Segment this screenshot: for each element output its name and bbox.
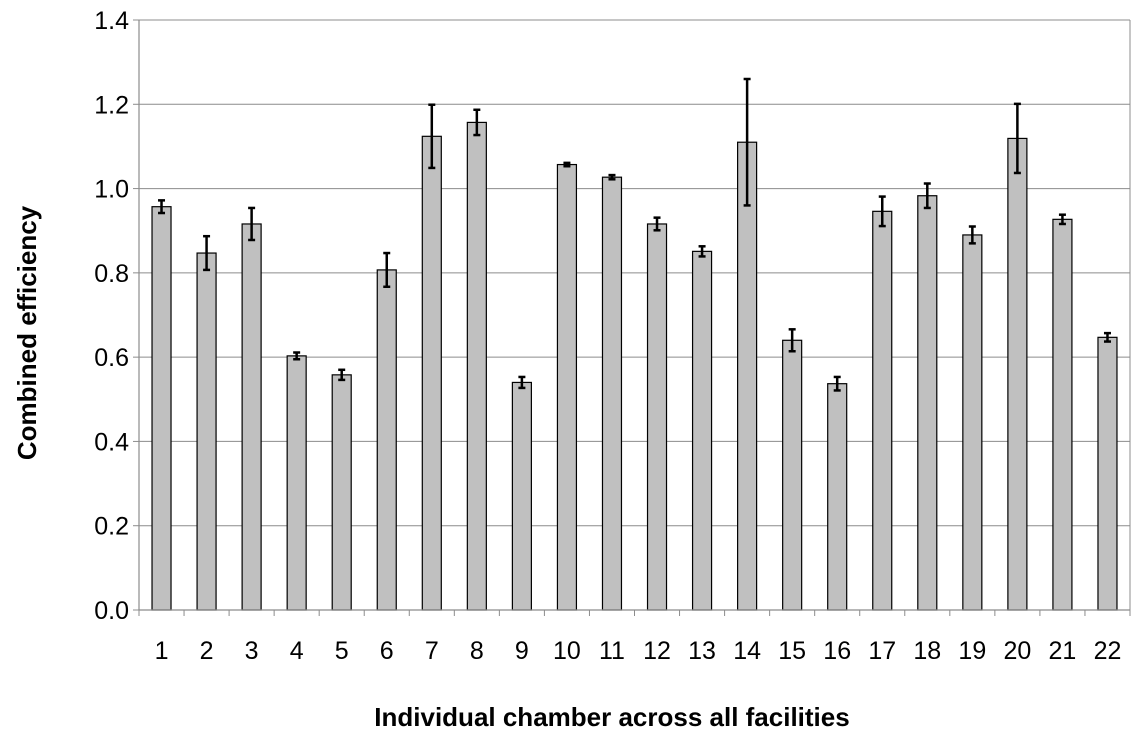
y-tick-label: 0.2 (94, 513, 129, 541)
bar (1097, 336, 1118, 611)
bar (556, 163, 578, 611)
x-tick-label: 15 (778, 637, 806, 665)
error-bar (608, 173, 616, 181)
error-bar (338, 368, 346, 382)
x-tick-label: 5 (335, 637, 349, 665)
x-tick-label: 21 (1049, 637, 1077, 665)
bar (827, 383, 848, 611)
x-tick-label: 11 (599, 637, 625, 665)
error-bar (743, 77, 751, 207)
bar (241, 223, 262, 611)
bar (962, 234, 983, 611)
y-axis-title: Combined efficiency (12, 205, 42, 460)
axes (133, 19, 1131, 616)
bar (737, 141, 758, 611)
error-bar (518, 375, 526, 390)
bar (286, 355, 307, 611)
error-bar (923, 182, 931, 210)
x-tick-label: 18 (913, 637, 941, 665)
bar (691, 250, 713, 611)
tick-labels: 0.00.20.40.60.81.01.21.41 2 3 4 5 6 7 8 9 10 11 12 1… (94, 7, 1121, 665)
x-tick-label: 3 (245, 637, 259, 665)
y-tick-label: 0.6 (94, 344, 129, 372)
error-bar (473, 108, 481, 137)
bar (511, 381, 532, 611)
x-tick-label: 1 (155, 637, 169, 665)
x-tick-label: 16 (823, 637, 851, 665)
x-tick-label: 8 (470, 637, 484, 665)
error-bar (428, 103, 436, 170)
x-tick-label: 13 (688, 637, 716, 665)
bar (646, 223, 668, 611)
bar (917, 195, 938, 611)
x-tick-label: 17 (868, 637, 896, 665)
error-bar (1103, 331, 1111, 343)
x-tick-label: 2 (200, 637, 214, 665)
error-bars (158, 77, 1111, 392)
error-bar (1013, 102, 1021, 175)
bar (466, 121, 487, 611)
error-bar (1058, 213, 1066, 226)
x-tick-label: 20 (1003, 637, 1031, 665)
y-tick-label: 0.4 (94, 428, 129, 456)
bar (1007, 137, 1028, 611)
x-tick-label: 22 (1094, 637, 1122, 665)
x-tick-label: 10 (553, 637, 581, 665)
bar (782, 339, 803, 611)
error-bar (878, 195, 886, 228)
bar (872, 210, 893, 611)
error-bar (203, 234, 211, 272)
bar (421, 135, 442, 611)
y-tick-label: 0.8 (94, 260, 129, 288)
y-tick-label: 1.0 (94, 176, 129, 204)
x-axis-title: Individual chamber across all facilities (374, 702, 849, 732)
error-bar (248, 206, 256, 242)
bar (196, 252, 217, 611)
x-tick-label: 7 (425, 637, 439, 665)
bar (601, 176, 623, 611)
x-tick-label: 4 (290, 637, 304, 665)
x-tick-label: 14 (733, 637, 761, 665)
bar (1052, 218, 1073, 611)
bars (151, 121, 1118, 611)
bar (151, 206, 172, 611)
bar (331, 374, 352, 611)
error-bar (698, 245, 706, 258)
error-bar (788, 328, 796, 353)
x-tick-label: 19 (958, 637, 986, 665)
y-tick-label: 1.2 (94, 91, 129, 119)
x-tick-label: 12 (643, 637, 671, 665)
error-bar (833, 375, 841, 392)
x-tick-label: 6 (380, 637, 394, 665)
y-tick-label: 1.4 (94, 7, 129, 35)
error-bar (653, 216, 661, 232)
error-bar (968, 225, 976, 245)
error-bar (293, 351, 301, 361)
bar (376, 269, 397, 611)
error-bar (158, 199, 166, 215)
x-tick-label: 9 (515, 637, 529, 665)
error-bar (383, 251, 391, 289)
error-bar (563, 161, 571, 168)
y-tick-label: 0.0 (94, 597, 129, 625)
